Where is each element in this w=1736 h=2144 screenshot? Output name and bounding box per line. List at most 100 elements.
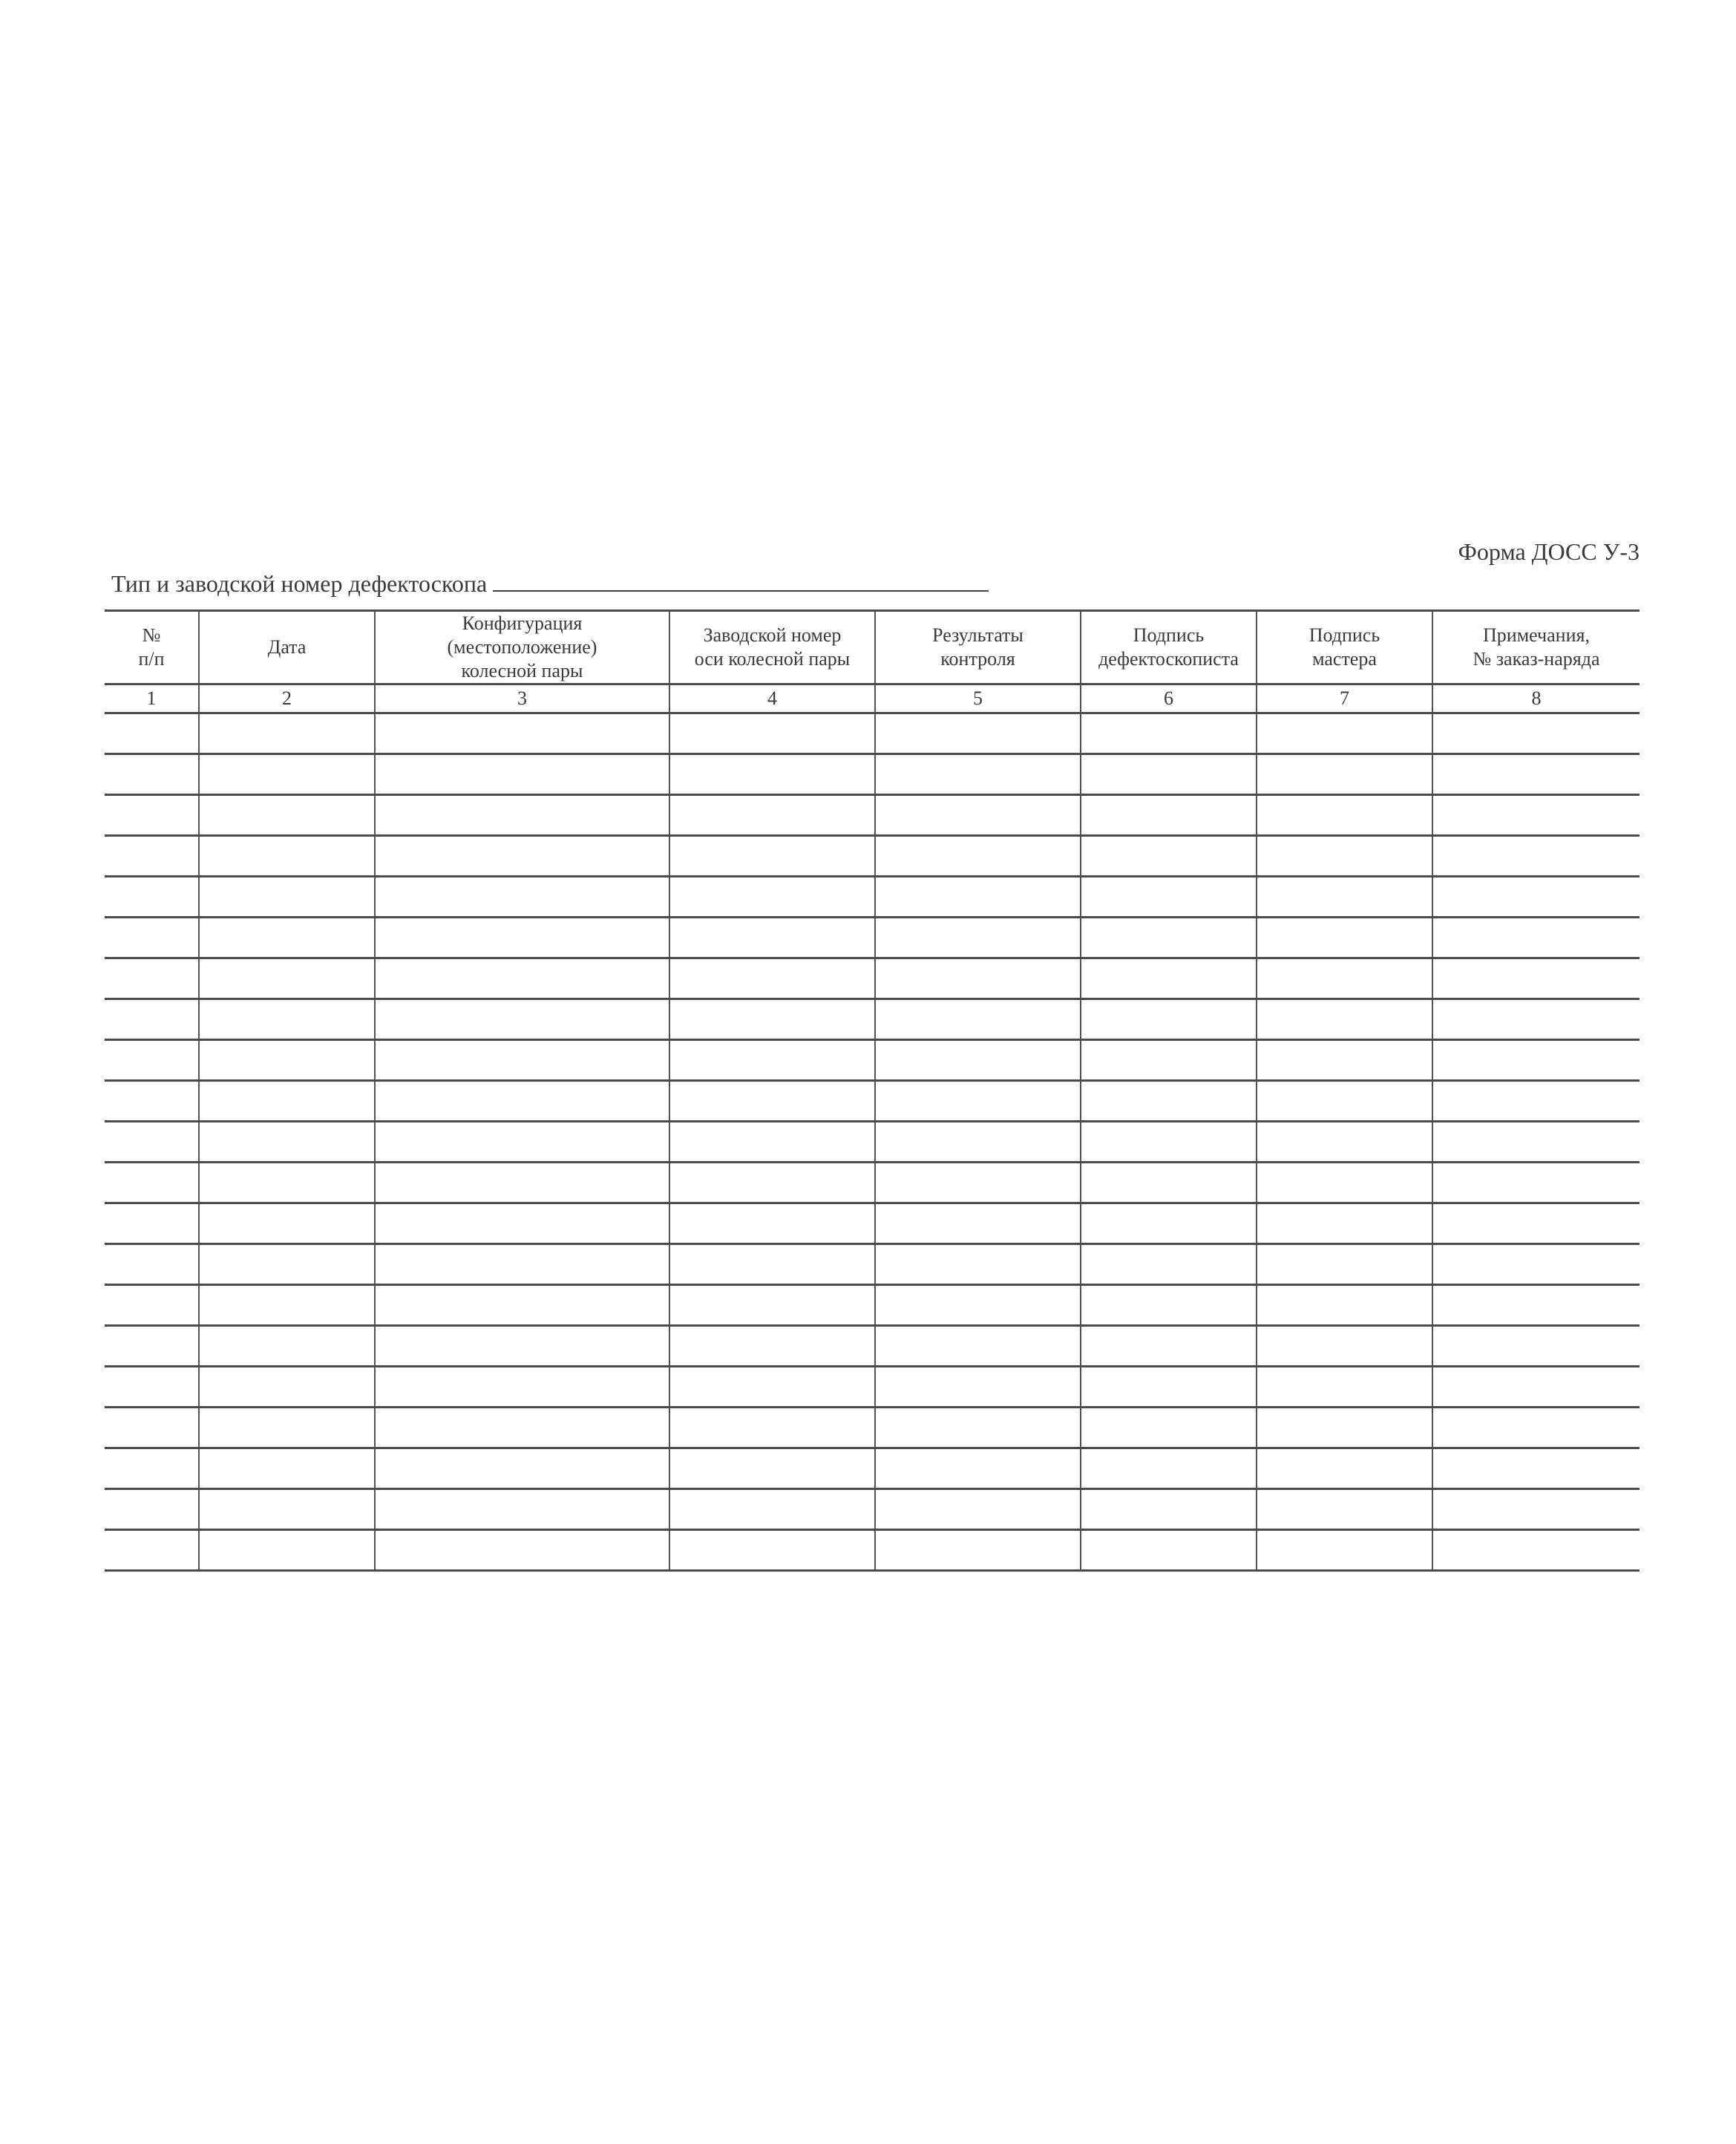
table-cell[interactable] bbox=[105, 1365, 200, 1408]
table-cell[interactable] bbox=[374, 1529, 670, 1572]
table-cell[interactable] bbox=[1432, 753, 1640, 796]
table-cell[interactable] bbox=[874, 1243, 1081, 1286]
table-cell[interactable] bbox=[1432, 1284, 1640, 1327]
table-cell[interactable] bbox=[1256, 1406, 1433, 1449]
table-cell[interactable] bbox=[874, 1365, 1081, 1408]
table-cell[interactable] bbox=[1432, 1324, 1640, 1367]
table-cell[interactable] bbox=[105, 998, 200, 1041]
table-cell[interactable] bbox=[105, 957, 200, 1000]
table-cell[interactable] bbox=[105, 875, 200, 918]
table-cell[interactable] bbox=[105, 712, 200, 755]
table-cell[interactable] bbox=[1080, 712, 1257, 755]
table-cell[interactable] bbox=[105, 753, 200, 796]
table-cell[interactable] bbox=[669, 1120, 876, 1163]
table-cell[interactable] bbox=[874, 794, 1081, 837]
table-cell[interactable] bbox=[198, 957, 376, 1000]
table-cell[interactable] bbox=[669, 998, 876, 1041]
table-cell[interactable] bbox=[1432, 1120, 1640, 1163]
table-cell[interactable] bbox=[874, 916, 1081, 959]
table-cell[interactable] bbox=[874, 998, 1081, 1041]
table-cell[interactable] bbox=[1080, 1365, 1257, 1408]
table-cell[interactable] bbox=[1080, 1202, 1257, 1245]
table-cell[interactable] bbox=[105, 1529, 200, 1572]
table-cell[interactable] bbox=[374, 1039, 670, 1082]
table-cell[interactable] bbox=[1080, 1079, 1257, 1122]
table-cell[interactable] bbox=[874, 834, 1081, 877]
table-cell[interactable] bbox=[1256, 1079, 1433, 1122]
table-cell[interactable] bbox=[669, 1284, 876, 1327]
table-cell[interactable] bbox=[1432, 1039, 1640, 1082]
table-cell[interactable] bbox=[1080, 1406, 1257, 1449]
table-cell[interactable] bbox=[874, 1161, 1081, 1204]
table-cell[interactable] bbox=[1256, 1488, 1433, 1531]
table-cell[interactable] bbox=[1432, 957, 1640, 1000]
table-cell[interactable] bbox=[669, 1447, 876, 1490]
table-cell[interactable] bbox=[1432, 1488, 1640, 1531]
table-cell[interactable] bbox=[669, 753, 876, 796]
table-cell[interactable] bbox=[1256, 834, 1433, 877]
table-cell[interactable] bbox=[198, 1447, 376, 1490]
table-cell[interactable] bbox=[374, 1365, 670, 1408]
table-cell[interactable] bbox=[105, 1406, 200, 1449]
table-cell[interactable] bbox=[1080, 916, 1257, 959]
table-cell[interactable] bbox=[374, 834, 670, 877]
table-cell[interactable] bbox=[374, 1324, 670, 1367]
table-cell[interactable] bbox=[1432, 1079, 1640, 1122]
table-cell[interactable] bbox=[1432, 916, 1640, 959]
table-cell[interactable] bbox=[105, 1488, 200, 1531]
table-cell[interactable] bbox=[374, 1079, 670, 1122]
table-cell[interactable] bbox=[1432, 1406, 1640, 1449]
table-cell[interactable] bbox=[874, 1202, 1081, 1245]
table-cell[interactable] bbox=[374, 1243, 670, 1286]
table-cell[interactable] bbox=[1080, 1039, 1257, 1082]
table-cell[interactable] bbox=[374, 712, 670, 755]
table-cell[interactable] bbox=[1080, 1284, 1257, 1327]
table-cell[interactable] bbox=[874, 1079, 1081, 1122]
table-cell[interactable] bbox=[1432, 834, 1640, 877]
table-cell[interactable] bbox=[669, 1365, 876, 1408]
table-cell[interactable] bbox=[874, 1488, 1081, 1531]
table-cell[interactable] bbox=[1432, 875, 1640, 918]
table-cell[interactable] bbox=[105, 1284, 200, 1327]
table-cell[interactable] bbox=[374, 1488, 670, 1531]
table-cell[interactable] bbox=[1256, 1529, 1433, 1572]
table-cell[interactable] bbox=[874, 875, 1081, 918]
table-cell[interactable] bbox=[874, 1324, 1081, 1367]
table-cell[interactable] bbox=[1080, 1161, 1257, 1204]
table-cell[interactable] bbox=[198, 1365, 376, 1408]
table-cell[interactable] bbox=[1080, 998, 1257, 1041]
table-cell[interactable] bbox=[1080, 875, 1257, 918]
table-cell[interactable] bbox=[374, 916, 670, 959]
table-cell[interactable] bbox=[198, 1243, 376, 1286]
table-cell[interactable] bbox=[198, 916, 376, 959]
table-cell[interactable] bbox=[1432, 1243, 1640, 1286]
table-cell[interactable] bbox=[1256, 998, 1433, 1041]
table-cell[interactable] bbox=[1080, 1447, 1257, 1490]
table-cell[interactable] bbox=[374, 1202, 670, 1245]
table-cell[interactable] bbox=[669, 794, 876, 837]
table-cell[interactable] bbox=[374, 1447, 670, 1490]
table-cell[interactable] bbox=[1432, 1202, 1640, 1245]
table-cell[interactable] bbox=[198, 834, 376, 877]
table-cell[interactable] bbox=[374, 998, 670, 1041]
table-cell[interactable] bbox=[669, 1406, 876, 1449]
table-cell[interactable] bbox=[374, 1161, 670, 1204]
table-cell[interactable] bbox=[1256, 1243, 1433, 1286]
table-cell[interactable] bbox=[1256, 875, 1433, 918]
table-cell[interactable] bbox=[1080, 834, 1257, 877]
table-cell[interactable] bbox=[105, 1202, 200, 1245]
table-cell[interactable] bbox=[198, 998, 376, 1041]
table-cell[interactable] bbox=[1432, 1365, 1640, 1408]
table-cell[interactable] bbox=[1256, 1161, 1433, 1204]
table-cell[interactable] bbox=[669, 1161, 876, 1204]
table-cell[interactable] bbox=[1080, 1529, 1257, 1572]
table-cell[interactable] bbox=[374, 875, 670, 918]
table-cell[interactable] bbox=[374, 794, 670, 837]
table-cell[interactable] bbox=[1256, 712, 1433, 755]
table-cell[interactable] bbox=[198, 1406, 376, 1449]
table-cell[interactable] bbox=[1432, 712, 1640, 755]
table-cell[interactable] bbox=[374, 1120, 670, 1163]
table-cell[interactable] bbox=[105, 1324, 200, 1367]
table-cell[interactable] bbox=[669, 1529, 876, 1572]
table-cell[interactable] bbox=[1432, 1447, 1640, 1490]
